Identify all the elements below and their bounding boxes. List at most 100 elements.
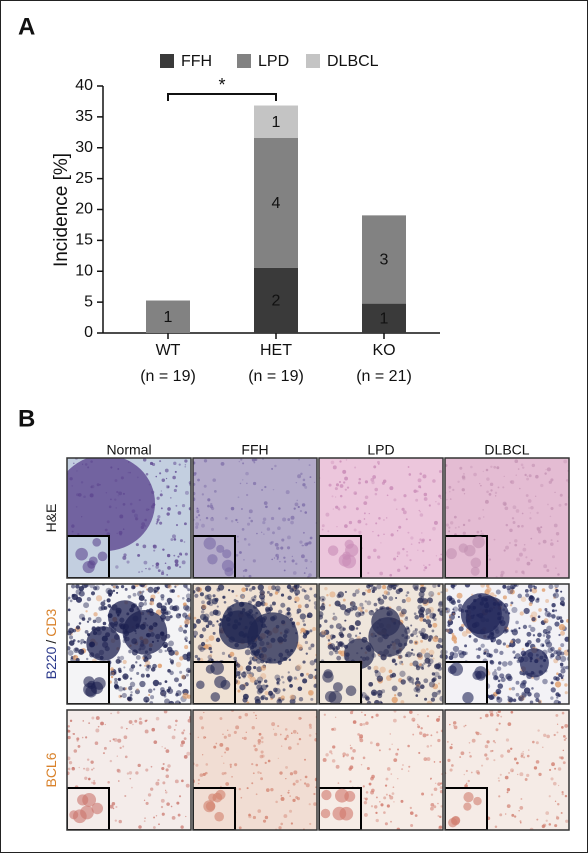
texture-dot xyxy=(558,695,561,698)
texture-dot xyxy=(269,604,273,608)
texture-dot xyxy=(433,617,437,621)
texture-dot xyxy=(528,595,535,602)
texture-dot xyxy=(170,805,173,808)
texture-dot xyxy=(253,595,257,598)
texture-dot xyxy=(500,715,503,718)
texture-dot xyxy=(162,781,166,785)
texture-dot xyxy=(529,588,533,592)
texture-dot xyxy=(489,659,494,664)
texture-dot xyxy=(339,642,345,648)
texture-dot xyxy=(445,506,450,510)
texture-dot xyxy=(557,802,560,806)
texture-dot xyxy=(386,767,391,771)
row-label-part: B220 xyxy=(43,646,59,679)
texture-dot xyxy=(77,640,80,643)
texture-dot xyxy=(290,520,294,525)
texture-dot xyxy=(439,654,443,659)
texture-dot xyxy=(378,749,381,752)
texture-dot xyxy=(104,528,108,532)
micrograph-border xyxy=(66,709,192,831)
texture-dot xyxy=(185,815,187,818)
texture-dot xyxy=(253,461,256,464)
texture-dot xyxy=(410,624,413,627)
texture-dot xyxy=(353,491,358,495)
texture-dot xyxy=(291,555,294,558)
texture-dot xyxy=(251,725,255,730)
texture-dot xyxy=(493,759,496,762)
texture-dot xyxy=(78,585,85,592)
texture-dot xyxy=(313,683,317,689)
texture-dot xyxy=(294,665,301,672)
texture-dot xyxy=(368,782,372,786)
texture-dot xyxy=(224,751,227,754)
texture-dot xyxy=(370,689,378,696)
texture-dot xyxy=(495,639,502,645)
texture-dot xyxy=(518,627,521,630)
texture-dot xyxy=(280,822,284,826)
texture-dot xyxy=(526,773,530,778)
texture-dot xyxy=(412,733,415,736)
texture-dot xyxy=(500,570,505,575)
texture-dot xyxy=(464,651,468,656)
texture-dot xyxy=(560,676,564,679)
texture-dot xyxy=(337,782,340,784)
micrograph xyxy=(319,458,443,578)
texture-dot xyxy=(449,498,452,501)
texture-dot xyxy=(361,606,365,610)
texture-dot xyxy=(364,609,368,613)
texture-dot xyxy=(252,772,255,775)
texture-dot xyxy=(310,697,314,701)
texture-dot xyxy=(314,668,317,672)
texture-dot xyxy=(187,588,191,592)
texture-dot xyxy=(276,556,280,559)
texture-dot xyxy=(459,756,462,758)
texture-dot xyxy=(71,766,76,771)
texture-dot xyxy=(440,591,443,594)
texture-dot xyxy=(90,591,96,596)
texture-dot xyxy=(292,782,296,786)
texture-dot xyxy=(555,713,559,717)
texture-dot xyxy=(313,802,317,806)
texture-dot xyxy=(363,501,368,506)
texture-dot xyxy=(359,610,365,616)
texture-dot xyxy=(245,665,252,672)
inset-cell xyxy=(75,547,88,561)
inset-cell xyxy=(205,801,216,811)
texture-dot xyxy=(374,487,379,492)
texture-dot xyxy=(370,805,374,808)
bar-segment xyxy=(254,267,298,333)
texture-dot xyxy=(145,700,148,703)
texture-dot xyxy=(368,681,374,687)
texture-dot xyxy=(439,558,442,561)
texture-dot xyxy=(538,542,541,545)
texture-dot xyxy=(145,768,149,772)
texture-dot xyxy=(559,662,564,667)
row-label-part: BCL6 xyxy=(43,752,59,787)
texture-dot xyxy=(141,570,143,573)
texture-dot xyxy=(140,584,146,588)
texture-dot xyxy=(105,492,108,494)
texture-dot xyxy=(471,738,476,743)
column-label: DLBCL xyxy=(484,442,529,458)
texture-dot xyxy=(132,723,134,726)
dense-region xyxy=(218,610,259,650)
texture-dot xyxy=(313,601,317,606)
texture-dot xyxy=(145,472,149,476)
texture-dot xyxy=(231,776,233,778)
texture-dot xyxy=(565,819,569,823)
texture-dot xyxy=(309,536,313,540)
texture-dot xyxy=(280,593,285,597)
texture-dot xyxy=(296,678,299,681)
texture-dot xyxy=(93,779,96,782)
texture-dot xyxy=(516,773,519,776)
texture-dot xyxy=(263,533,265,535)
texture-dot xyxy=(331,617,335,620)
texture-dot xyxy=(530,626,536,633)
texture-dot xyxy=(124,794,127,798)
texture-dot xyxy=(90,460,93,463)
texture-dot xyxy=(556,615,561,621)
texture-dot xyxy=(90,485,93,489)
texture-dot xyxy=(289,683,293,688)
texture-dot xyxy=(87,617,92,621)
legend-label: FFH xyxy=(181,53,212,70)
